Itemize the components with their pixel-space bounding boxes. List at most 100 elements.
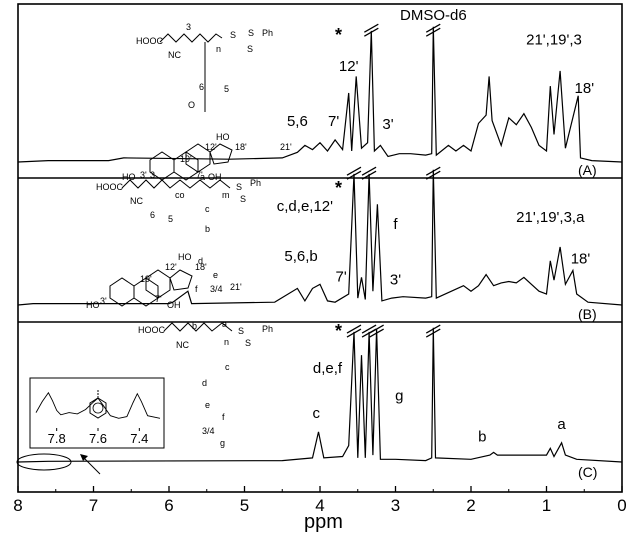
break-mark-9 xyxy=(425,324,441,334)
break-mark-2-b xyxy=(425,27,441,37)
inset-aromatic-region: 7.8 7.6 7.4 xyxy=(16,377,165,475)
spectrum-line-2 xyxy=(17,169,623,306)
svg-text:OH: OH xyxy=(208,172,222,182)
svg-text:Ph: Ph xyxy=(262,324,273,334)
svg-text:S: S xyxy=(245,338,251,348)
spectra-group xyxy=(17,26,623,463)
svg-text:d: d xyxy=(202,378,207,388)
panel-label-b: (B) xyxy=(578,306,597,322)
svg-text:a: a xyxy=(200,172,205,182)
svg-text:5: 5 xyxy=(224,84,229,94)
svg-text:HOOC: HOOC xyxy=(138,325,166,335)
svg-text:NC: NC xyxy=(130,196,143,206)
residual-marker-a: * xyxy=(335,25,342,45)
break-mark-8-b xyxy=(369,328,384,338)
peak-label-2-7: 18' xyxy=(571,251,591,268)
svg-text:S: S xyxy=(236,182,242,192)
residual-marker-c: * xyxy=(335,321,342,341)
peak-label-1-2: 7' xyxy=(328,113,339,130)
svg-text:S: S xyxy=(247,44,253,54)
peak-label-3-2: g xyxy=(395,387,403,404)
peak-label-2-4: 7' xyxy=(335,269,346,286)
svg-text:3: 3 xyxy=(150,170,155,180)
peak-label-1-1: 5,6 xyxy=(287,113,308,130)
svg-text:co: co xyxy=(175,190,185,200)
structure-drawing-b: HOOC NC 3 co a m S Ph S c b d e f 3/4 6 … xyxy=(86,170,261,310)
break-mark-1 xyxy=(364,23,379,33)
svg-text:21': 21' xyxy=(280,142,292,152)
panel-names-group: (A) (B) (C) xyxy=(578,162,597,480)
x-tick-label-6: 6 xyxy=(164,496,173,515)
break-mark-8 xyxy=(369,324,384,334)
x-tick-label-0: 0 xyxy=(617,496,626,515)
peak-label-2-1: c,d,e,12' xyxy=(277,198,333,215)
svg-text:d: d xyxy=(198,256,203,266)
peak-labels-group: 5,6 7' 12' 3' 21',19',3 18' c,d,e,12' f 5,6,b 7' 3… xyxy=(277,32,594,446)
break-mark-2 xyxy=(425,23,441,33)
x-tick-label-7: 7 xyxy=(89,496,98,515)
svg-text:n: n xyxy=(224,337,229,347)
svg-text:Ph: Ph xyxy=(262,28,273,38)
break-mark-5 xyxy=(425,166,441,176)
svg-text:HO: HO xyxy=(86,300,100,310)
svg-text:S: S xyxy=(248,28,254,38)
break-mark-9-b xyxy=(425,328,441,338)
break-mark-4-b xyxy=(361,170,377,180)
peak-label-2-3: 5,6,b xyxy=(284,248,317,265)
break-mark-3 xyxy=(346,166,362,176)
svg-text:a: a xyxy=(222,319,227,329)
svg-text:HOOC: HOOC xyxy=(136,36,164,46)
svg-text:7': 7' xyxy=(196,170,203,180)
inset-highlight-ellipse xyxy=(16,453,72,471)
svg-text:3/4: 3/4 xyxy=(202,426,215,436)
structure-drawing-a: HOOC NC 3 n S S Ph S 6 5 O HO 12' 18' 21… xyxy=(122,22,292,182)
inset-benzene-icon xyxy=(89,390,107,419)
break-mark-3-b xyxy=(346,170,362,180)
svg-text:HO: HO xyxy=(122,172,136,182)
inset-tick-label-7.4: 7.4 xyxy=(130,431,148,446)
spectrum-line-1 xyxy=(17,26,623,163)
svg-text:18': 18' xyxy=(195,262,207,272)
x-axis: ppm 8 7 6 5 4 3 2 1 0 xyxy=(13,486,626,533)
svg-text:S: S xyxy=(238,326,244,336)
svg-text:b: b xyxy=(192,321,197,331)
peak-label-1-6: 18' xyxy=(575,80,595,97)
svg-text:HOOC: HOOC xyxy=(96,182,124,192)
spectrum-line-3 xyxy=(17,327,623,463)
x-tick-label-4: 4 xyxy=(315,496,324,515)
svg-text:5: 5 xyxy=(168,214,173,224)
break-mark-7 xyxy=(361,324,377,334)
svg-text:f: f xyxy=(195,284,198,294)
svg-text:12': 12' xyxy=(165,262,177,272)
x-axis-title: ppm xyxy=(304,511,343,533)
svg-text:6: 6 xyxy=(199,82,204,92)
svg-text:7': 7' xyxy=(155,294,162,304)
panel-label-c: (C) xyxy=(578,464,597,480)
svg-text:6: 6 xyxy=(150,210,155,220)
svg-text:e: e xyxy=(213,270,218,280)
svg-text:c: c xyxy=(205,204,210,214)
break-mark-1-b xyxy=(364,27,379,37)
x-tick-label-2: 2 xyxy=(466,496,475,515)
peak-label-2-2: f xyxy=(393,216,398,233)
peak-label-3-1: d,e,f xyxy=(313,360,343,377)
peak-label-2-5: 3' xyxy=(390,271,401,288)
peak-label-3-4: b xyxy=(478,428,486,445)
svg-text:m: m xyxy=(222,190,230,200)
svg-text:HO: HO xyxy=(178,252,192,262)
peak-label-1-4: 3' xyxy=(382,116,393,133)
svg-text:OH: OH xyxy=(167,300,181,310)
peak-label-1-3: 12' xyxy=(339,58,359,75)
svg-text:3': 3' xyxy=(140,170,147,180)
x-tick-label-8: 8 xyxy=(13,496,22,515)
svg-text:c: c xyxy=(225,362,230,372)
svg-text:12': 12' xyxy=(205,142,217,152)
x-tick-label-3: 3 xyxy=(391,496,400,515)
svg-text:HO: HO xyxy=(216,132,230,142)
svg-text:21': 21' xyxy=(230,282,242,292)
svg-text:18': 18' xyxy=(235,142,247,152)
peak-label-3-5: a xyxy=(557,416,566,433)
svg-text:n: n xyxy=(216,44,221,54)
break-mark-6-b xyxy=(346,328,362,338)
